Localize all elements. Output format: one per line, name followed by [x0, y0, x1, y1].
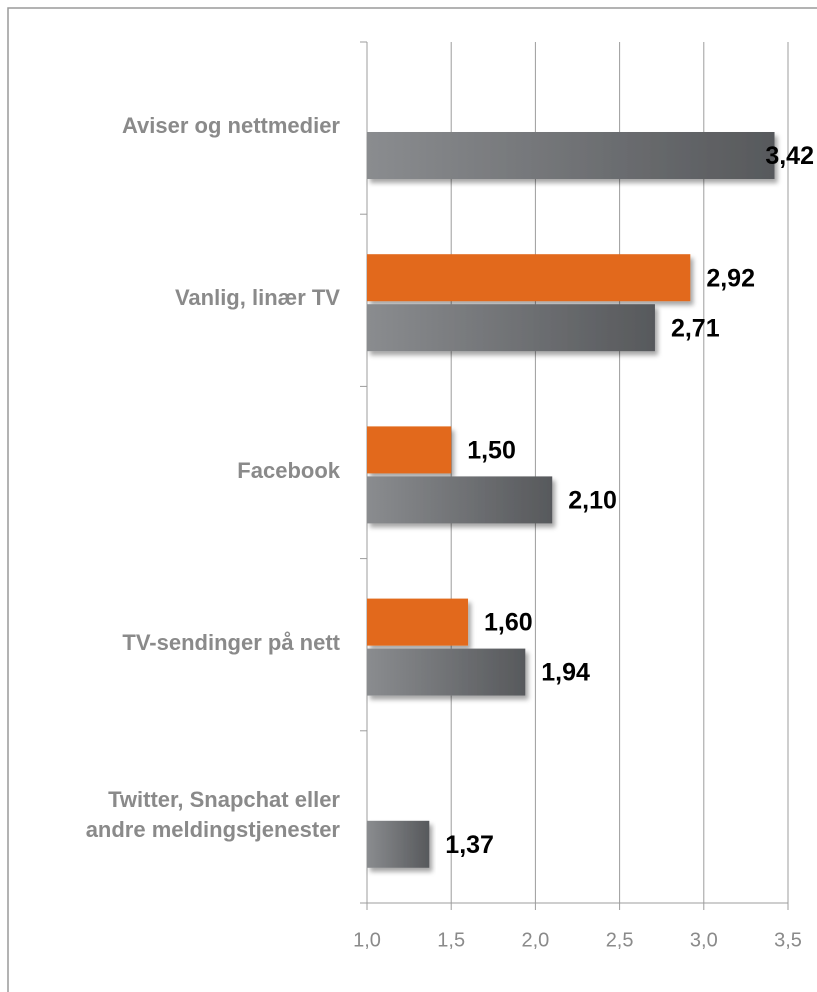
x-tick-label: 3,0: [690, 929, 718, 951]
value-label: 1,60: [484, 609, 533, 637]
x-tick-label: 1,0: [353, 929, 381, 951]
frame-border: [7, 7, 817, 992]
bar: [367, 132, 775, 179]
bar: [367, 598, 469, 646]
x-tick-label: 1,5: [437, 929, 465, 951]
value-label: 1,50: [467, 437, 516, 465]
x-tick-label: 3,5: [774, 929, 802, 951]
category-label: Facebook: [237, 457, 340, 483]
category-label: TV-sendinger på nett: [122, 629, 340, 655]
bar: [367, 648, 526, 696]
bar: [367, 254, 691, 302]
bar: [367, 426, 452, 474]
value-label: 1,94: [541, 659, 590, 687]
bar: [367, 820, 430, 868]
value-label: 2,10: [568, 487, 617, 515]
category-label: Vanlig, linær TV: [174, 285, 340, 311]
x-tick-label: 2,5: [606, 929, 634, 951]
value-label: 2,92: [706, 264, 755, 292]
value-label: 2,71: [671, 314, 720, 342]
value-label: 3,42: [765, 142, 814, 170]
x-tick-label: 2,0: [521, 929, 549, 951]
category-label: Twitter, Snapchat eller andre meldingstj…: [85, 786, 340, 842]
bar: [367, 304, 655, 352]
bar: [367, 476, 553, 524]
category-label: Aviser og nettmedier: [121, 113, 340, 139]
value-label: 1,37: [445, 831, 494, 859]
